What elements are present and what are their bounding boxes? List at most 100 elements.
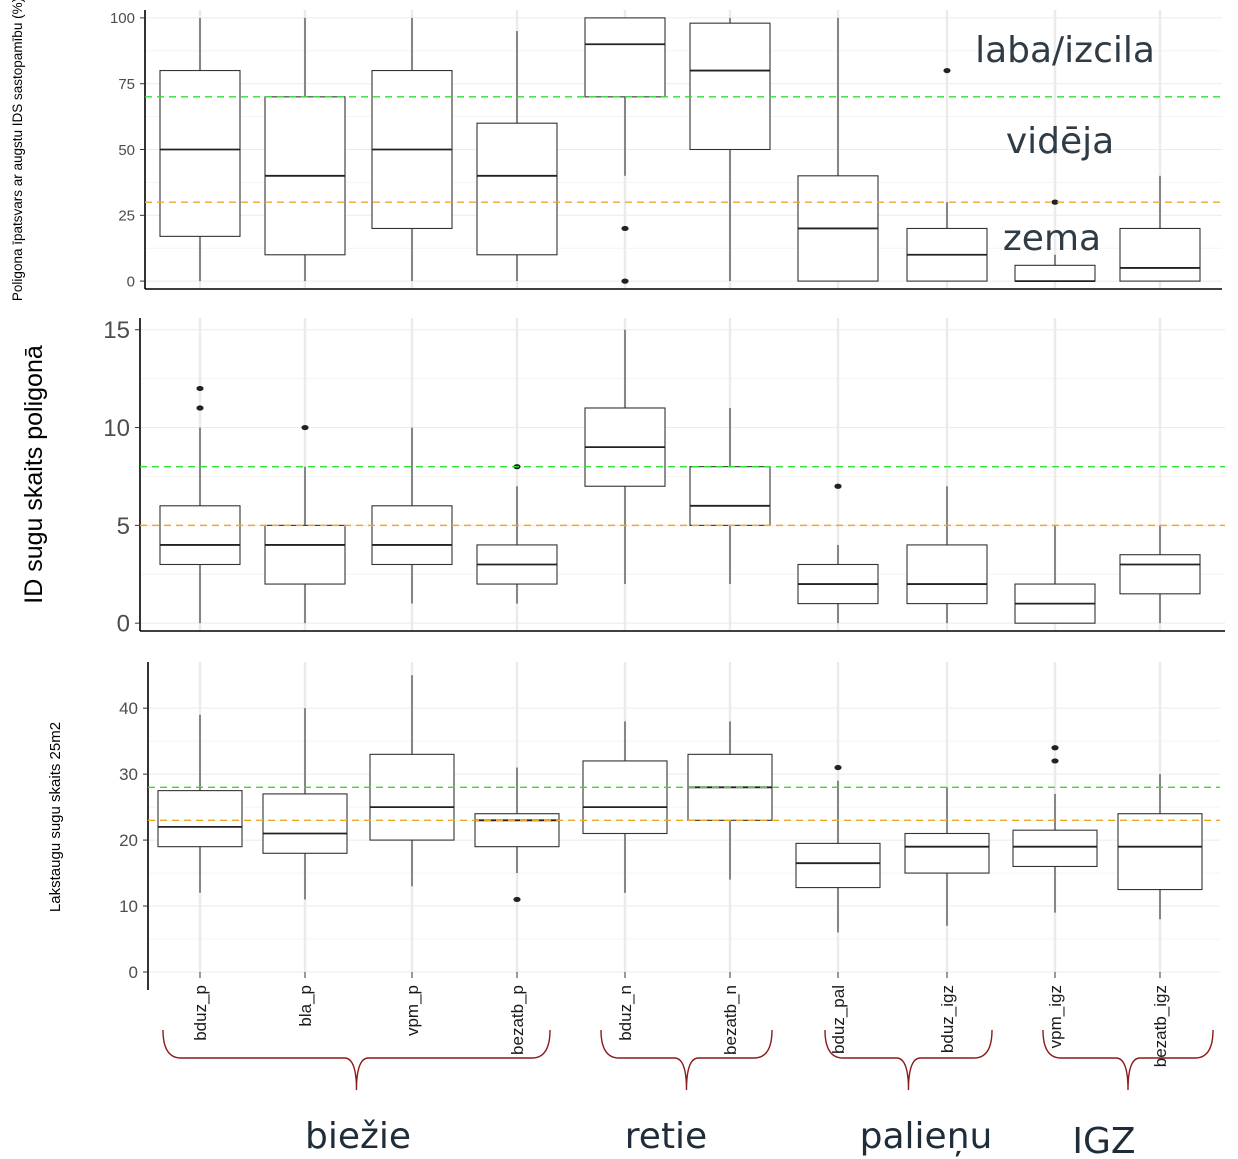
outlier-point xyxy=(1051,758,1059,764)
group-label: retie xyxy=(625,1116,707,1157)
iqr-box xyxy=(689,466,771,526)
box-vpm_igz xyxy=(1012,745,1098,913)
iqr-box xyxy=(1119,227,1201,282)
y-tick-label: 100 xyxy=(110,10,135,27)
y-axis-title: Lakstaugu sugu skaits 25m2 xyxy=(47,722,64,912)
iqr-box xyxy=(1012,829,1098,868)
box-bezatb_p xyxy=(476,464,558,604)
group-label: IGZ xyxy=(1072,1121,1135,1159)
box-bduz_n xyxy=(584,17,666,284)
outlier-point xyxy=(513,896,521,903)
outlier-point xyxy=(196,385,204,392)
box-vpm_p xyxy=(371,17,453,282)
box-bduz_p xyxy=(159,385,241,624)
iqr-box xyxy=(582,760,668,835)
box-bduz_igz xyxy=(906,486,988,624)
zone-annotation: vidēja xyxy=(1006,121,1114,162)
iqr-box xyxy=(1119,554,1201,595)
box-bduz_n xyxy=(584,329,666,585)
group-brace xyxy=(600,1029,773,1091)
box-vpm_p xyxy=(371,427,453,604)
y-axis-title: Poligona īpatsvars ar augstu IDS sastopa… xyxy=(10,0,25,301)
iqr-box xyxy=(159,505,241,566)
y-tick-label: 15 xyxy=(103,317,130,344)
y-axis-title: ID sugu skaits poligonā xyxy=(20,345,48,604)
iqr-box xyxy=(474,813,560,848)
group-label: palieņu xyxy=(860,1116,993,1157)
outlier-point xyxy=(834,764,842,771)
box-bduz_igz xyxy=(906,67,988,282)
box-bduz_p xyxy=(159,17,241,282)
iqr-box xyxy=(795,842,881,889)
iqr-box xyxy=(906,544,988,605)
panel-3: 0 10 20 30 40 Lakstaugu sugu skaits 25m2 xyxy=(47,662,1220,990)
zone-annotation: laba/izcila xyxy=(975,30,1155,71)
y-tick-label: 10 xyxy=(103,415,130,442)
zone-annotation: zema xyxy=(1003,218,1101,259)
panel-1: 0 25 50 75 100 Poligona īpatsvars ar augstu I… xyxy=(10,0,1222,301)
category-axis: bduz_p bla_p vpm_p bezatb_p bduz_n bezatb_n bd… xyxy=(191,972,1170,1067)
box-bduz_pal xyxy=(797,483,879,624)
category-label: bduz_igz xyxy=(938,985,957,1053)
box-bla_p xyxy=(264,424,346,624)
iqr-box xyxy=(689,22,771,151)
category-label: vpm_p xyxy=(403,985,422,1036)
outlier-point xyxy=(834,483,842,489)
iqr-box xyxy=(371,505,453,566)
iqr-box xyxy=(157,790,243,848)
box-bduz_pal xyxy=(795,764,881,933)
iqr-box xyxy=(1117,813,1203,891)
category-label: bezatb_igz xyxy=(1151,985,1170,1067)
y-tick-label: 75 xyxy=(118,76,135,93)
box-bezatb_n xyxy=(689,407,771,585)
box-bduz_p xyxy=(157,714,243,893)
outlier-point xyxy=(301,424,309,431)
y-tick-label: 0 xyxy=(117,611,130,638)
category-label: bduz_p xyxy=(191,985,210,1041)
outlier-point xyxy=(196,405,204,411)
category-label: bla_p xyxy=(296,985,315,1027)
group-brace xyxy=(824,1029,993,1091)
y-tick-label: 50 xyxy=(118,142,135,159)
outlier-point xyxy=(1051,745,1059,751)
y-tick-label: 5 xyxy=(117,513,130,540)
category-label: bduz_pal xyxy=(829,985,848,1054)
box-bezatb_p xyxy=(476,31,558,282)
y-tick-label: 20 xyxy=(119,831,138,850)
iqr-box xyxy=(159,69,241,237)
box-bduz_pal xyxy=(797,17,879,282)
y-tick-label: 10 xyxy=(119,897,138,916)
outlier-point xyxy=(621,278,629,284)
box-bduz_n xyxy=(582,721,668,893)
panel-2: 0 5 10 15 ID sugu skaits poligonā xyxy=(20,317,1225,638)
box-bla_p xyxy=(262,708,348,900)
category-label: bezatb_n xyxy=(721,985,740,1055)
box-vpm_p xyxy=(369,675,455,887)
group-brace xyxy=(1042,1029,1214,1091)
outlier-point xyxy=(1051,199,1059,205)
iqr-box xyxy=(1014,264,1096,282)
iqr-box xyxy=(369,753,455,841)
y-tick-label: 0 xyxy=(129,963,138,982)
box-vpm_igz xyxy=(1014,525,1096,624)
box-bezatb_igz xyxy=(1119,175,1201,282)
iqr-box xyxy=(476,122,558,256)
iqr-box xyxy=(264,524,346,585)
y-tick-label: 30 xyxy=(119,765,138,784)
box-vpm_igz xyxy=(1014,199,1096,283)
group-brace xyxy=(162,1029,551,1091)
box-bezatb_igz xyxy=(1117,774,1203,920)
category-label: vpm_igz xyxy=(1046,985,1065,1048)
box-bduz_igz xyxy=(904,787,990,926)
iqr-box xyxy=(262,793,348,854)
y-tick-label: 40 xyxy=(119,699,138,718)
box-bla_p xyxy=(264,17,346,282)
box-bezatb_igz xyxy=(1119,525,1201,624)
category-label: bduz_n xyxy=(616,985,635,1041)
iqr-box xyxy=(904,832,990,874)
category-label: bezatb_p xyxy=(508,985,527,1055)
box-bezatb_n xyxy=(689,17,771,282)
y-tick-label: 0 xyxy=(127,273,135,290)
iqr-box xyxy=(584,17,666,98)
